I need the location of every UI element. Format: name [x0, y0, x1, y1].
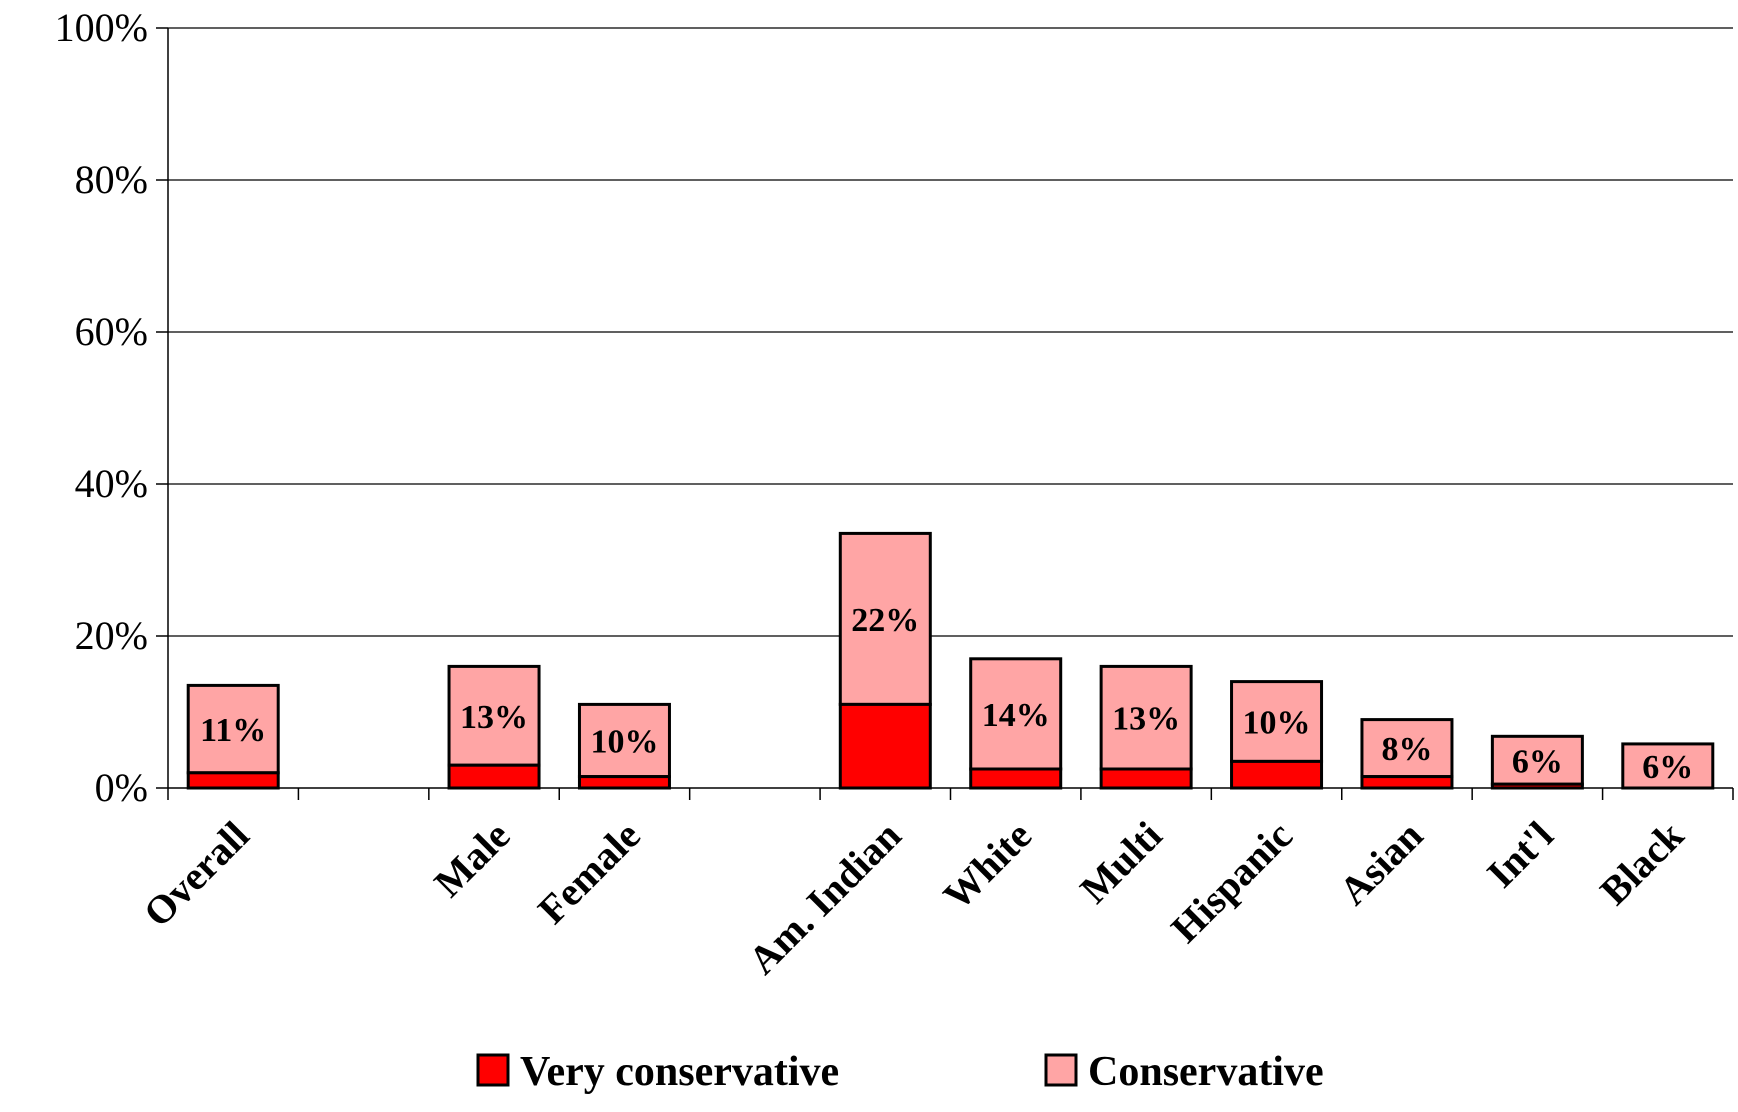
data-label: 14% — [982, 697, 1050, 734]
gridlines — [168, 27, 1733, 637]
x-category-label: White — [934, 813, 1040, 919]
x-category-label: Hispanic — [1162, 813, 1301, 952]
bar-conservative — [1621, 742, 1715, 790]
bar-very-conservative — [1490, 782, 1584, 790]
x-category-label: Multi — [1071, 813, 1170, 912]
bar-very-conservative — [186, 771, 280, 790]
x-category-label: Int'l — [1478, 813, 1562, 897]
x-category-label: Asian — [1330, 813, 1431, 914]
x-category-label: Am. Indian — [740, 813, 910, 983]
x-category-label: Black — [1591, 812, 1693, 914]
legend: Very conservative Conservative — [476, 1049, 1324, 1095]
bar-conservative — [838, 531, 932, 706]
legend-swatch-conservative — [1044, 1053, 1078, 1087]
x-category-label: Male — [425, 813, 518, 906]
y-tick-label: 60% — [75, 309, 148, 354]
y-tick-label: 40% — [75, 461, 148, 506]
bar-very-conservative — [969, 767, 1063, 790]
bar-conservative — [1099, 664, 1193, 771]
bar-very-conservative — [577, 775, 671, 790]
legend-swatch-very-conservative — [476, 1053, 510, 1087]
x-category-label: Female — [529, 813, 649, 933]
data-label: 6% — [1642, 749, 1693, 786]
y-tick-label: 80% — [75, 157, 148, 202]
bar-very-conservative — [1360, 775, 1454, 790]
bar-conservative — [447, 664, 541, 767]
data-label: 13% — [1112, 701, 1180, 738]
bar-very-conservative — [447, 763, 541, 790]
axes — [156, 27, 1734, 800]
bars — [186, 531, 1715, 790]
legend-label-very-conservative: Very conservative — [520, 1049, 839, 1095]
y-tick-label: 20% — [75, 613, 148, 658]
data-label: 11% — [200, 712, 266, 749]
y-tick-label: 0% — [95, 765, 148, 810]
data-label: 10% — [590, 724, 658, 761]
bar-very-conservative — [838, 702, 932, 790]
data-label: 22% — [851, 602, 919, 639]
x-axis-category-labels: Overall Male Female Am. Indian White MultiHis… — [135, 812, 1693, 983]
data-label: 8% — [1381, 731, 1432, 768]
y-tick-label: 100% — [55, 5, 148, 50]
data-labels: 11% 13% 10% 22% 14% 13% 10% 8% 6% 6% — [200, 602, 1693, 786]
data-label: 6% — [1512, 743, 1563, 780]
legend-label-conservative: Conservative — [1088, 1049, 1324, 1095]
x-category-label: Overall — [135, 813, 258, 936]
y-axis-tick-labels: 0% 20% 40% 60% 80% 100% — [55, 5, 148, 810]
bar-conservative — [969, 657, 1063, 771]
bar-very-conservative — [1230, 759, 1324, 790]
data-label: 13% — [460, 699, 528, 736]
data-label: 10% — [1243, 705, 1311, 742]
bar-conservative — [1360, 718, 1454, 779]
bar-very-conservative — [1099, 767, 1193, 790]
